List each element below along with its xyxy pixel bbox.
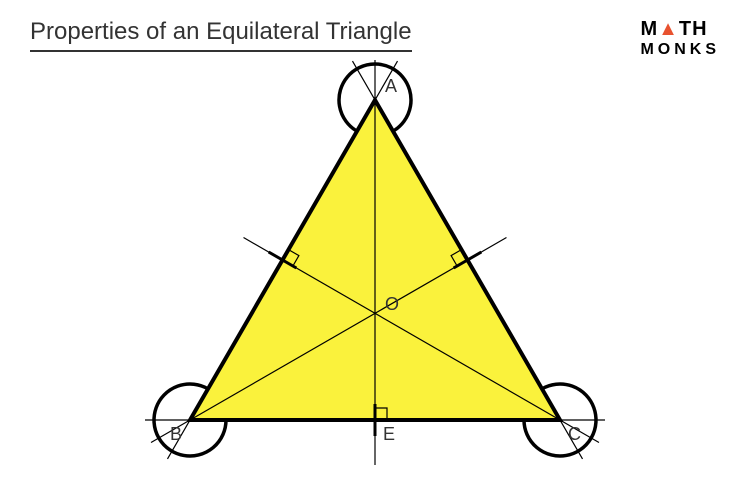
svg-text:E: E <box>383 424 395 444</box>
svg-text:B: B <box>170 424 182 444</box>
svg-text:A: A <box>385 76 397 96</box>
page-title: Properties of an Equilateral Triangle <box>30 18 412 52</box>
svg-text:C: C <box>568 424 581 444</box>
math-monks-logo: M▲TH MONKS <box>640 18 720 59</box>
triangle-diagram: A B C O E <box>100 60 650 490</box>
logo-triangle-icon: ▲ <box>658 18 679 40</box>
svg-text:O: O <box>385 294 399 314</box>
